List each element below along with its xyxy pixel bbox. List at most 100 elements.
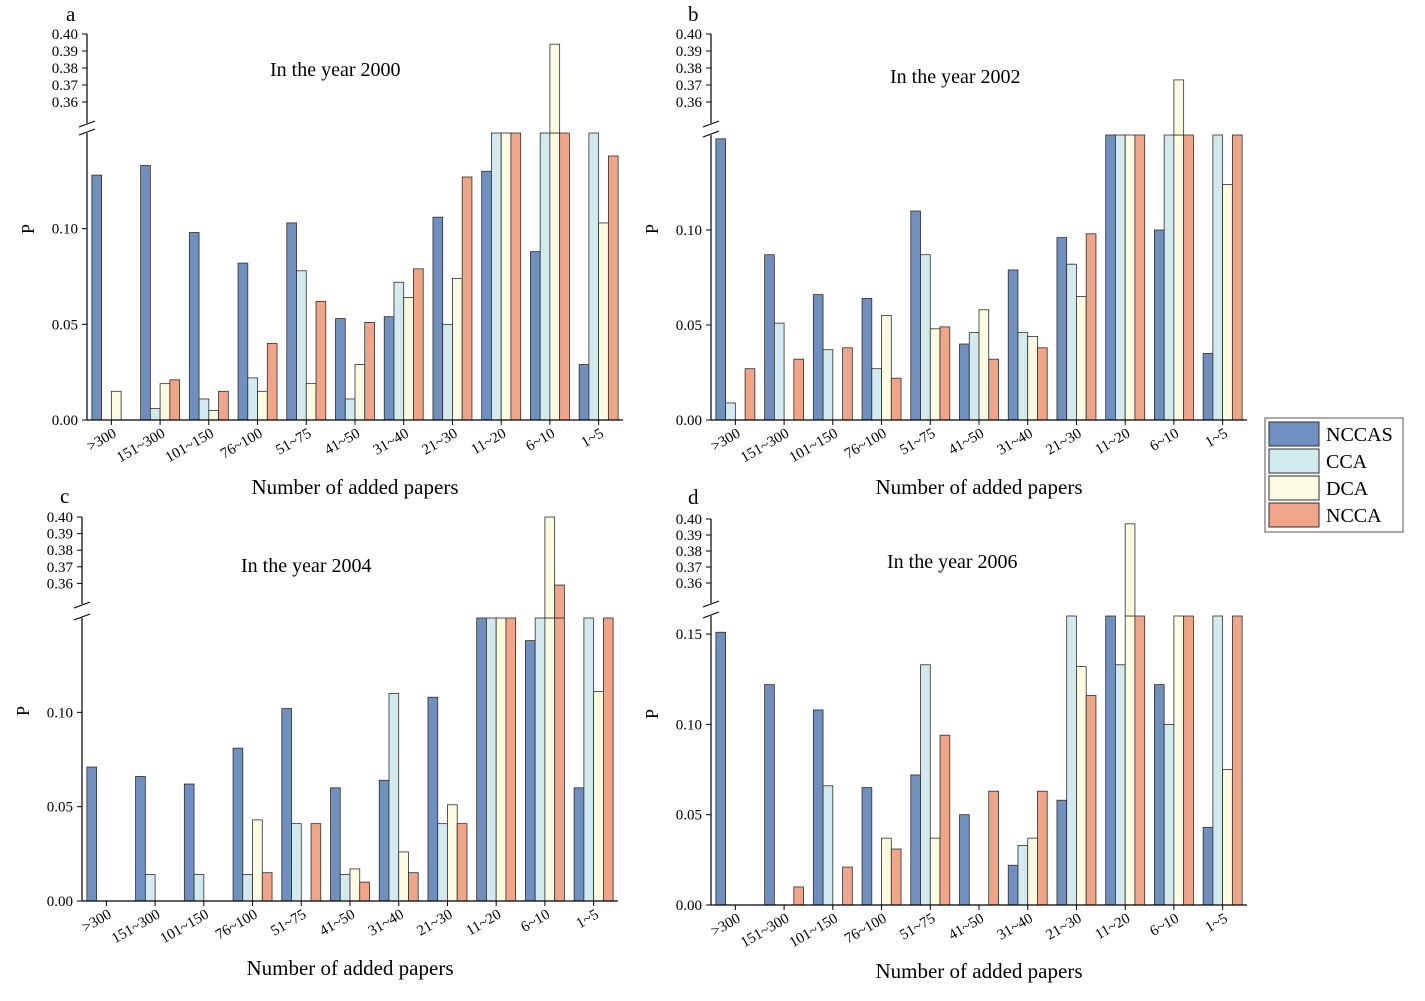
bar-b-cca-5 xyxy=(968,332,980,421)
bar-c-nccas-5 xyxy=(330,787,341,902)
x-tick-label-c-3: 76~100 xyxy=(213,907,261,944)
bars-d xyxy=(715,523,1243,906)
plot-title-b: In the year 2002 xyxy=(890,66,1021,88)
bar-b-nccas-7 xyxy=(1056,237,1068,421)
bar-c-ncca-9-upper xyxy=(554,584,565,619)
bar-d-ncca-3 xyxy=(890,848,902,906)
bar-a-cca-9 xyxy=(539,132,551,421)
bar-a-nccas-1 xyxy=(140,165,151,421)
bar-c-ncca-6 xyxy=(408,872,419,902)
x-tick-label-c-8: 11~20 xyxy=(464,907,505,940)
bar-d-nccas-7 xyxy=(1056,799,1068,906)
bar-a-nccas-9 xyxy=(530,251,541,421)
bar-d-ncca-9 xyxy=(1183,615,1194,906)
x-tick-label-c-7: 21~30 xyxy=(414,907,455,940)
legend-swatch-cca xyxy=(1268,448,1320,474)
x-tick-label-b-9: 6~10 xyxy=(1147,426,1182,455)
y-tick-label-upper-c-0: 0.36 xyxy=(47,576,74,592)
x-tick-label-d-3: 76~100 xyxy=(842,911,890,948)
bar-c-cca-1 xyxy=(144,874,156,902)
bar-d-nccas-8 xyxy=(1105,615,1116,906)
x-tick-label-b-6: 31~40 xyxy=(995,426,1036,459)
axis-break-mark-top-c xyxy=(73,601,91,609)
bar-c-cca-9 xyxy=(534,617,546,902)
bar-a-cca-7 xyxy=(442,323,453,421)
bar-b-dca-4 xyxy=(929,328,941,421)
bar-a-nccas-0 xyxy=(91,174,103,421)
bar-d-dca-8-upper xyxy=(1124,523,1136,617)
bar-a-nccas-10 xyxy=(578,364,590,421)
bar-d-dca-7 xyxy=(1076,666,1087,906)
x-tick-label-d-6: 31~40 xyxy=(995,911,1036,944)
x-tick-label-a-1: 151~300 xyxy=(114,426,168,466)
bar-b-ncca-9 xyxy=(1183,134,1194,421)
x-axis-title-b: Number of added papers xyxy=(875,475,1082,499)
bar-a-dca-4 xyxy=(305,383,317,421)
bar-d-ncca-2 xyxy=(842,866,853,906)
legend-swatch-ncca xyxy=(1268,502,1320,528)
bar-b-nccas-0 xyxy=(715,138,727,421)
bar-d-nccas-1 xyxy=(764,684,775,906)
y-tick-label-upper-c-3: 0.39 xyxy=(47,527,73,543)
axis-break-gap-d xyxy=(697,602,709,613)
bar-a-nccas-4 xyxy=(286,222,297,421)
x-tick-label-b-1: 151~300 xyxy=(738,426,792,466)
bar-b-dca-9 xyxy=(1173,134,1185,421)
bars-b xyxy=(715,79,1243,421)
panel-letter-a: a xyxy=(66,2,76,26)
y-tick-label-c-0: 0.00 xyxy=(47,894,73,910)
bar-a-nccas-5 xyxy=(335,318,346,421)
bar-c-nccas-7 xyxy=(427,696,439,902)
panel-letter-b: b xyxy=(688,2,699,26)
bar-a-cca-3 xyxy=(247,377,258,421)
y-tick-label-a-1: 0.05 xyxy=(52,317,78,333)
legend: NCCAS CCA DCA NCCA xyxy=(1264,417,1404,533)
legend-label-dca: DCA xyxy=(1326,478,1369,500)
bar-a-dca-3 xyxy=(257,390,268,421)
legend-label-nccas: NCCAS xyxy=(1326,424,1393,446)
bar-a-dca-1 xyxy=(159,383,171,421)
bar-d-nccas-4 xyxy=(910,774,921,906)
bar-b-cca-7 xyxy=(1066,263,1077,421)
bar-a-ncca-3 xyxy=(266,343,278,421)
y-tick-label-upper-a-0: 0.36 xyxy=(52,95,79,111)
y-axis-title-d: P xyxy=(642,709,662,719)
bar-c-cca-7 xyxy=(437,823,448,902)
bar-d-dca-8 xyxy=(1124,615,1136,906)
y-tick-label-upper-b-3: 0.39 xyxy=(676,44,702,60)
x-tick-label-c-10: 1~5 xyxy=(574,907,602,932)
bar-b-dca-3 xyxy=(881,315,892,421)
bar-a-ncca-7 xyxy=(461,176,473,421)
x-tick-label-b-2: 101~150 xyxy=(787,426,841,466)
bar-c-cca-10 xyxy=(583,617,595,902)
y-axis-title-c: P xyxy=(13,706,33,716)
x-tick-label-d-2: 101~150 xyxy=(787,911,841,951)
x-tick-label-a-6: 31~40 xyxy=(371,426,412,459)
bar-d-dca-9 xyxy=(1173,615,1185,906)
y-tick-label-upper-d-3: 0.39 xyxy=(676,528,702,544)
y-tick-label-b-1: 0.05 xyxy=(676,318,702,334)
y-tick-label-upper-b-4: 0.40 xyxy=(676,27,702,43)
axis-break-mark-top-a xyxy=(78,120,96,128)
bar-b-nccas-3 xyxy=(861,297,873,421)
bars-c xyxy=(86,516,614,902)
y-tick-label-a-0: 0.00 xyxy=(52,413,78,429)
bar-a-ncca-6 xyxy=(413,268,424,421)
legend-label-cca: CCA xyxy=(1326,451,1368,473)
bar-c-dca-9-upper xyxy=(544,516,556,619)
bar-c-nccas-9 xyxy=(525,640,536,902)
bar-d-ncca-6 xyxy=(1037,790,1048,906)
bar-b-dca-10 xyxy=(1222,183,1233,421)
x-axis-title-a: Number of added papers xyxy=(251,475,458,499)
x-tick-label-a-10: 1~5 xyxy=(579,426,607,451)
bar-c-ncca-10 xyxy=(602,617,614,902)
bar-b-nccas-9 xyxy=(1154,229,1165,421)
bar-d-cca-10 xyxy=(1212,615,1224,906)
x-axis-title-c: Number of added papers xyxy=(246,956,453,980)
bar-b-cca-9 xyxy=(1163,134,1175,421)
y-tick-label-upper-a-4: 0.40 xyxy=(52,27,78,43)
bar-d-dca-10 xyxy=(1222,769,1233,906)
bar-c-cca-5 xyxy=(339,874,351,902)
bar-c-nccas-10 xyxy=(573,787,585,902)
